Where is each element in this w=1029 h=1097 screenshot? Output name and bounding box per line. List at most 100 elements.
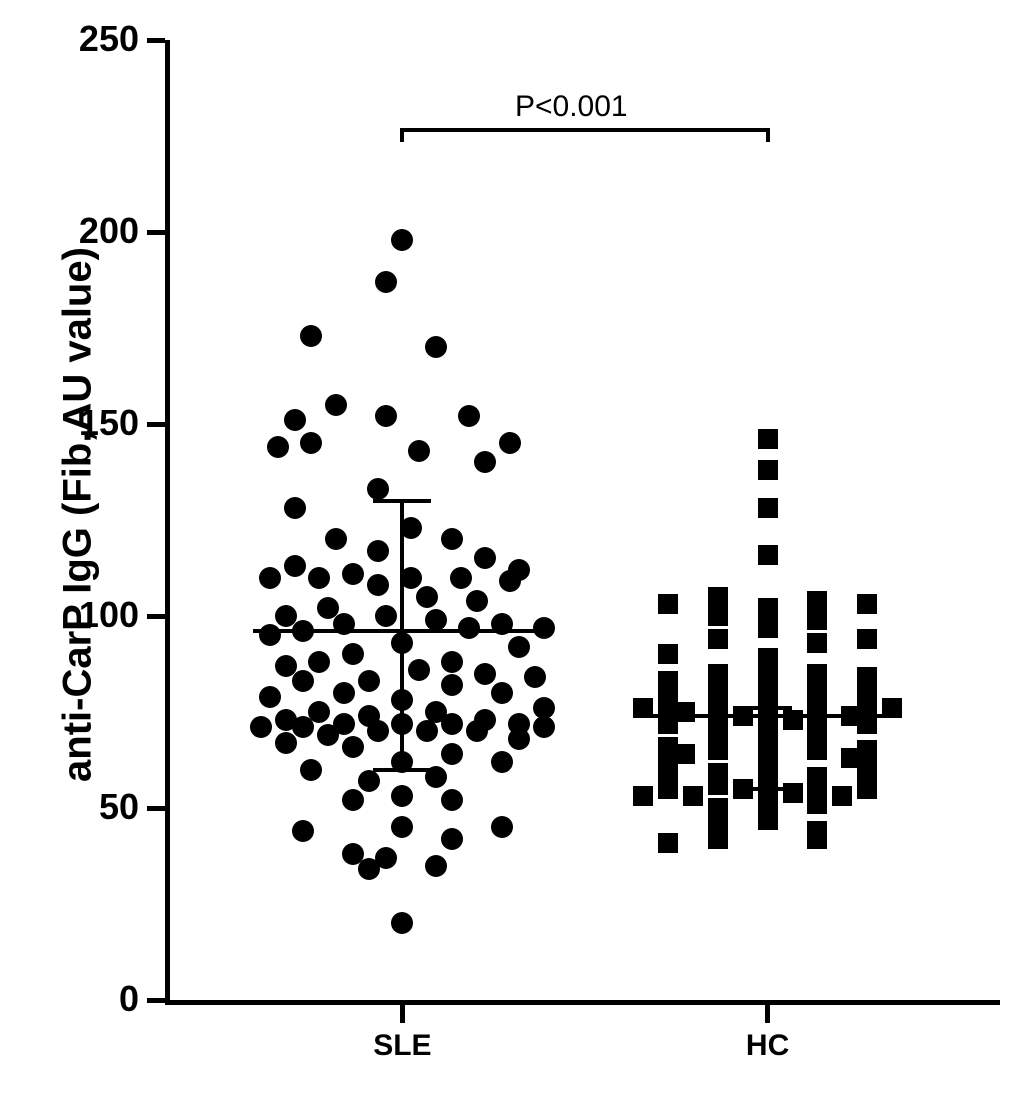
y-tick bbox=[147, 614, 165, 619]
data-point-circle bbox=[508, 728, 530, 750]
x-category-label: SLE bbox=[342, 1029, 462, 1063]
data-point-circle bbox=[425, 855, 447, 877]
data-point-circle bbox=[425, 609, 447, 631]
data-point-circle bbox=[425, 336, 447, 358]
data-point-square bbox=[807, 829, 827, 849]
data-point-circle bbox=[375, 271, 397, 293]
chart-container: 050100150200250anti-CarP IgG (Fib,AU val… bbox=[0, 0, 1029, 1097]
data-point-square bbox=[783, 783, 803, 803]
data-point-circle bbox=[367, 574, 389, 596]
data-point-circle bbox=[317, 724, 339, 746]
data-point-circle bbox=[325, 394, 347, 416]
data-point-square bbox=[658, 779, 678, 799]
data-point-square bbox=[708, 829, 728, 849]
x-category-label: HC bbox=[708, 1029, 828, 1063]
data-point-circle bbox=[300, 325, 322, 347]
data-point-circle bbox=[416, 586, 438, 608]
data-point-square bbox=[658, 833, 678, 853]
data-point-square bbox=[708, 587, 728, 607]
data-point-circle bbox=[259, 686, 281, 708]
data-point-circle bbox=[308, 567, 330, 589]
data-point-circle bbox=[408, 440, 430, 462]
data-point-square bbox=[658, 644, 678, 664]
data-point-square bbox=[708, 775, 728, 795]
data-point-circle bbox=[342, 789, 364, 811]
data-point-square bbox=[758, 656, 778, 676]
data-point-square bbox=[783, 710, 803, 730]
data-point-circle bbox=[441, 713, 463, 735]
data-point-square bbox=[807, 633, 827, 653]
data-point-square bbox=[807, 740, 827, 760]
data-point-circle bbox=[367, 478, 389, 500]
data-point-circle bbox=[533, 716, 555, 738]
y-tick-label: 0 bbox=[119, 978, 139, 1020]
data-point-circle bbox=[508, 636, 530, 658]
data-point-circle bbox=[450, 567, 472, 589]
data-point-circle bbox=[367, 720, 389, 742]
data-point-circle bbox=[284, 409, 306, 431]
data-point-square bbox=[807, 702, 827, 722]
y-tick-label: 250 bbox=[79, 18, 139, 60]
data-point-circle bbox=[474, 663, 496, 685]
x-tick bbox=[400, 1005, 405, 1023]
data-point-circle bbox=[491, 751, 513, 773]
whisker-cap bbox=[743, 706, 793, 710]
data-point-circle bbox=[375, 605, 397, 627]
data-point-square bbox=[857, 629, 877, 649]
data-point-square bbox=[758, 598, 778, 618]
whisker-cap bbox=[373, 768, 431, 772]
data-point-circle bbox=[342, 736, 364, 758]
data-point-circle bbox=[458, 405, 480, 427]
data-point-square bbox=[758, 545, 778, 565]
y-tick-label: 50 bbox=[99, 786, 139, 828]
significance-bar bbox=[402, 128, 767, 132]
data-point-circle bbox=[292, 716, 314, 738]
data-point-circle bbox=[342, 643, 364, 665]
y-axis-line bbox=[165, 40, 170, 1000]
data-point-square bbox=[708, 740, 728, 760]
data-point-circle bbox=[292, 820, 314, 842]
data-point-circle bbox=[458, 617, 480, 639]
x-tick bbox=[765, 1005, 770, 1023]
data-point-square bbox=[857, 779, 877, 799]
data-point-circle bbox=[292, 670, 314, 692]
data-point-circle bbox=[466, 590, 488, 612]
plot-area bbox=[170, 40, 1000, 1000]
whisker-cap bbox=[743, 787, 793, 791]
y-tick bbox=[147, 422, 165, 427]
data-point-square bbox=[633, 786, 653, 806]
data-point-circle bbox=[342, 563, 364, 585]
data-point-circle bbox=[533, 617, 555, 639]
data-point-circle bbox=[333, 682, 355, 704]
data-point-square bbox=[708, 606, 728, 626]
data-point-square bbox=[807, 591, 827, 611]
data-point-square bbox=[807, 794, 827, 814]
data-point-square bbox=[683, 786, 703, 806]
data-point-square bbox=[758, 460, 778, 480]
data-point-circle bbox=[300, 759, 322, 781]
y-tick bbox=[147, 230, 165, 235]
data-point-circle bbox=[367, 540, 389, 562]
p-value-annotation: P<0.001 bbox=[515, 90, 628, 124]
data-point-square bbox=[758, 810, 778, 830]
significance-bar-drop bbox=[766, 128, 770, 142]
data-point-circle bbox=[284, 497, 306, 519]
data-point-circle bbox=[408, 659, 430, 681]
whisker-cap bbox=[373, 499, 431, 503]
data-point-circle bbox=[375, 405, 397, 427]
data-point-square bbox=[807, 610, 827, 630]
data-point-circle bbox=[284, 555, 306, 577]
data-point-circle bbox=[259, 567, 281, 589]
whisker-vertical bbox=[766, 708, 770, 789]
significance-bar-drop bbox=[400, 128, 404, 142]
data-point-square bbox=[708, 702, 728, 722]
data-point-circle bbox=[259, 624, 281, 646]
y-tick bbox=[147, 806, 165, 811]
y-tick bbox=[147, 38, 165, 43]
data-point-square bbox=[658, 594, 678, 614]
data-point-square bbox=[857, 594, 877, 614]
data-point-circle bbox=[267, 436, 289, 458]
data-point-circle bbox=[275, 732, 297, 754]
data-point-circle bbox=[491, 682, 513, 704]
data-point-square bbox=[758, 618, 778, 638]
